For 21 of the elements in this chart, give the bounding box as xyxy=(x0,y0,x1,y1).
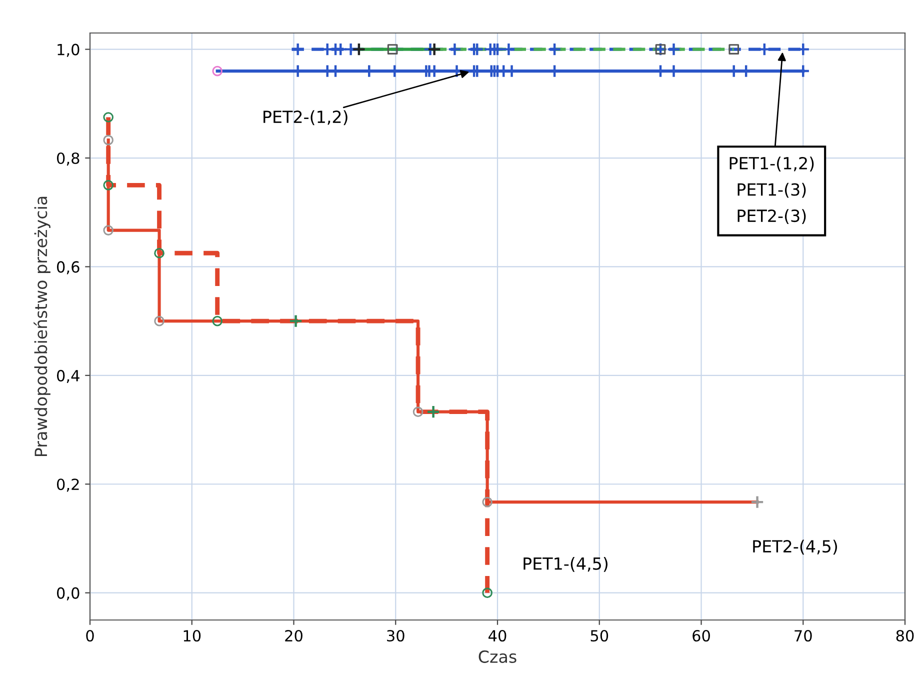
annotation: PET2-(1,2) xyxy=(264,110,348,126)
x-axis-title: Czas xyxy=(478,650,516,663)
y-tick-label: 1,0 xyxy=(58,44,80,57)
x-tick-label: 30 xyxy=(387,630,404,642)
y-axis-title: Prawdopodobieństwo przeżycia xyxy=(34,196,50,456)
x-tick-label: 60 xyxy=(692,630,710,642)
y-tick-label: 0,6 xyxy=(56,261,80,274)
y-tick-label: 0,4 xyxy=(56,370,80,383)
annotation: PET1-(1,2) PET1-(3) PET2-(3) xyxy=(730,156,814,224)
annotation: PET2-(4,5) xyxy=(753,540,837,555)
x-tick-label: 80 xyxy=(896,630,914,642)
y-tick-label: 0,0 xyxy=(56,587,80,600)
x-tick-label: 40 xyxy=(488,630,506,642)
y-tick-label: 0,2 xyxy=(56,478,79,492)
x-tick-label: 20 xyxy=(285,630,302,642)
y-tick-label: 0,8 xyxy=(56,152,80,166)
x-tick-label: 0 xyxy=(86,630,94,642)
x-tick-label: 70 xyxy=(794,630,812,642)
x-tick-label: 50 xyxy=(590,630,608,642)
x-tick-label: 10 xyxy=(184,630,201,642)
annotation: PET1-(4,5) xyxy=(524,557,608,572)
